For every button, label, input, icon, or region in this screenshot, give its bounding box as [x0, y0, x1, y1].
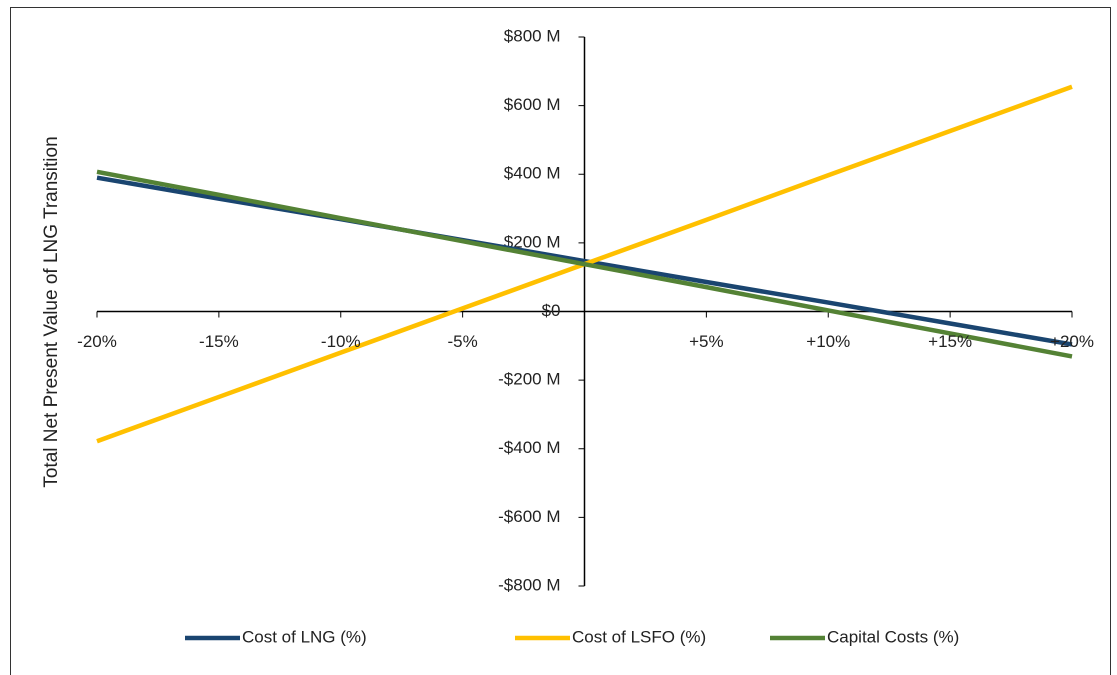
y-tick-label: $800 M	[504, 26, 561, 45]
series-line	[96, 175, 1073, 347]
y-tick-label: -$200 M	[498, 370, 560, 389]
legend-label: Capital Costs (%)	[827, 627, 959, 646]
x-tick-label: +10%	[806, 332, 850, 351]
x-tick-label: +20%	[1050, 332, 1094, 351]
x-tick-label: -20%	[77, 332, 117, 351]
x-tick-label: +15%	[928, 332, 972, 351]
legend-label: Cost of LSFO (%)	[572, 627, 706, 646]
y-tick-label: -$600 M	[498, 507, 560, 526]
y-tick-label: $200 M	[504, 232, 561, 251]
y-tick-label: -$400 M	[498, 438, 560, 457]
x-tick-label: -15%	[199, 332, 239, 351]
series-line	[96, 169, 1073, 359]
legend-label: Cost of LNG (%)	[242, 627, 367, 646]
x-tick-label: -10%	[321, 332, 361, 351]
y-tick-label: $400 M	[504, 164, 561, 183]
x-tick-label: -5%	[448, 332, 478, 351]
y-tick-label: $600 M	[504, 95, 561, 114]
y-tick-label: -$800 M	[498, 575, 560, 594]
x-tick-label: +5%	[689, 332, 724, 351]
y-tick-label: $0	[542, 301, 561, 320]
y-axis-label: Total Net Present Value of LNG Transitio…	[41, 136, 62, 487]
chart-border	[10, 7, 1111, 675]
